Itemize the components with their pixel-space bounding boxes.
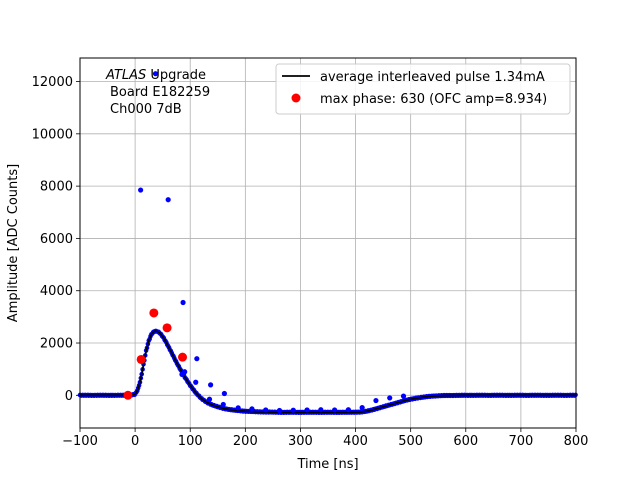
annotation-upgrade: Upgrade: [146, 68, 206, 83]
outlier-point: [400, 393, 407, 399]
outlier-point: [387, 395, 393, 401]
outlier-point: [276, 407, 283, 414]
plot-data: [77, 71, 578, 416]
outlier-point: [221, 390, 227, 397]
outlier-point: [318, 407, 324, 413]
max-phase-point: [123, 390, 133, 400]
legend-label-average-pulse: average interleaved pulse 1.34mA: [320, 70, 545, 85]
outlier-point: [220, 401, 226, 408]
outlier-point: [193, 379, 199, 385]
y-tick-label: 8000: [40, 180, 73, 195]
outlier-point: [359, 405, 365, 411]
y-tick-label: 2000: [40, 337, 73, 352]
max-phase-point: [162, 323, 172, 333]
legend-dot-swatch: [291, 93, 301, 103]
x-tick-label: 600: [453, 434, 478, 449]
outlier-point: [263, 407, 269, 413]
y-tick-label: 10000: [32, 127, 73, 142]
x-axis-label: Time [ns]: [296, 457, 358, 472]
x-tick-label: 300: [288, 434, 313, 449]
y-tick-label: 4000: [40, 284, 73, 299]
plot-frame: [79, 57, 577, 429]
y-axis-label: Amplitude [ADC Counts]: [6, 164, 21, 322]
x-tick-label: 100: [178, 434, 203, 449]
legend-label-max-phase: max phase: 630 (OFC amp=8.934): [320, 92, 547, 107]
outlier-point: [138, 187, 144, 193]
outlier-point: [152, 71, 159, 77]
atlas-annotation: ATLAS Upgrade Board E182259 Ch000 7dB: [105, 68, 210, 117]
outlier-point: [206, 396, 213, 402]
average-pulse-line: [80, 330, 576, 414]
y-tick-label: 12000: [32, 75, 73, 90]
annotation-atlas: ATLAS: [105, 68, 146, 83]
x-tick-label: −100: [62, 434, 98, 449]
max-phase-point: [149, 308, 159, 318]
outlier-point: [332, 407, 338, 413]
x-tick-label: 500: [398, 434, 423, 449]
y-tick-label: 6000: [40, 232, 73, 247]
outlier-point: [182, 369, 188, 375]
x-tick-label: 800: [564, 434, 589, 449]
y-tick-label: 0: [65, 389, 73, 404]
outlier-point: [304, 407, 310, 413]
x-tick-label: 0: [131, 434, 139, 449]
axis-ticks: −100 0 100 200 300 400 500 600 700 80002000400060…: [32, 75, 589, 449]
outlier-point: [180, 299, 186, 306]
outlier-point: [235, 405, 241, 411]
outlier-point: [345, 407, 351, 413]
max-phase-point: [136, 354, 146, 364]
outlier-point: [290, 407, 296, 413]
x-tick-label: 400: [343, 434, 368, 449]
annotation-board: Board E182259: [110, 85, 210, 100]
outlier-point: [165, 197, 171, 203]
legend-box: [275, 63, 571, 115]
x-tick-label: 700: [508, 434, 533, 449]
outlier-point: [249, 406, 255, 412]
annotation-channel: Ch000 7dB: [110, 102, 182, 117]
legend: average interleaved pulse 1.34mA max pha…: [275, 63, 571, 115]
x-tick-label: 200: [233, 434, 258, 449]
outlier-point: [373, 397, 379, 404]
svg-text:ATLAS Upgrade: ATLAS Upgrade: [105, 68, 206, 83]
outlier-point: [194, 356, 200, 362]
outlier-point: [208, 382, 214, 388]
max-phase-point: [178, 352, 188, 362]
